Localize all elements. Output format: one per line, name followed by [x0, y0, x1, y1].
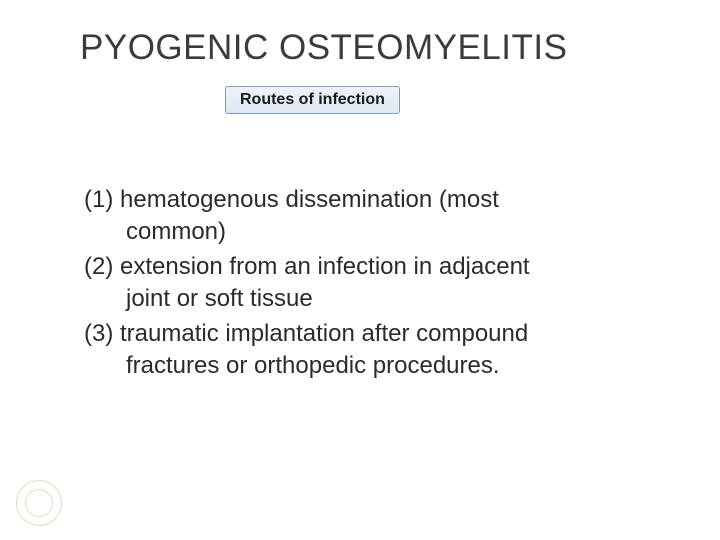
list-item: (3) traumatic implantation after compoun…	[84, 318, 660, 383]
list-text: traumatic implantation after compound	[120, 320, 528, 347]
list-item: (1) hematogenous dissemination (most com…	[84, 184, 660, 249]
slide-title: PYOGENIC OSTEOMYELITIS	[80, 28, 660, 68]
list-num: (1)	[84, 186, 113, 213]
body-list: (1) hematogenous dissemination (most com…	[80, 184, 660, 382]
list-text: extension from an infection in adjacent	[120, 253, 530, 280]
list-text-cont: fractures or orthopedic procedures.	[84, 350, 660, 382]
list-item: (2) extension from an infection in adjac…	[84, 251, 660, 316]
list-text-cont: common)	[84, 216, 660, 248]
list-text-cont: joint or soft tissue	[84, 283, 660, 315]
subtitle-box: Routes of infection	[225, 86, 400, 114]
list-num: (3)	[84, 320, 113, 347]
list-text: hematogenous dissemination (most	[120, 186, 499, 213]
list-num: (2)	[84, 253, 113, 280]
corner-decoration-icon	[16, 480, 62, 526]
slide: PYOGENIC OSTEOMYELITIS Routes of infecti…	[0, 0, 720, 540]
